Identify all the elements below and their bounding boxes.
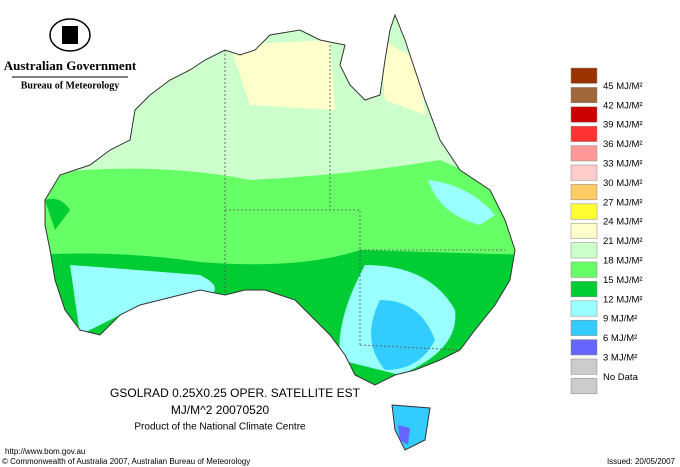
legend-swatch: [570, 203, 598, 220]
legend-swatch: [570, 261, 598, 278]
legend-label: 6 MJ/M²: [603, 333, 637, 344]
legend-label: 18 MJ/M²: [603, 256, 643, 267]
legend-swatch: [570, 300, 598, 317]
legend-label: 24 MJ/M²: [603, 217, 643, 228]
legend-swatch: [570, 378, 598, 395]
legend-swatch: [570, 67, 598, 84]
legend-swatch: [570, 145, 598, 162]
legend-swatch: [570, 358, 598, 375]
legend-swatch: [570, 106, 598, 123]
legend-label: 42 MJ/M²: [603, 100, 643, 111]
legend-swatch: [570, 281, 598, 298]
legend-swatch: [570, 184, 598, 201]
org-title: Australian Government: [4, 58, 137, 73]
legend-label: 33 MJ/M²: [603, 159, 643, 170]
legend-swatch: [570, 125, 598, 142]
footer-issued: Issued: 20/05/2007: [607, 457, 676, 466]
crest: [49, 18, 91, 52]
legend-label: No Data: [603, 372, 639, 383]
legend-swatch: [570, 319, 598, 336]
legend-label: 45 MJ/M²: [603, 81, 643, 92]
legend-label: 39 MJ/M²: [603, 120, 643, 131]
legend-label: 3 MJ/M²: [603, 353, 637, 364]
legend-label: 27 MJ/M²: [603, 197, 643, 208]
legend-label: 21 MJ/M²: [603, 236, 643, 247]
footer-copyright: © Commonwealth of Australia 2007, Austra…: [2, 457, 250, 466]
legend-swatch: [570, 164, 598, 181]
footer-url: http://www.bom.gov.au: [5, 447, 85, 456]
legend-swatch: [570, 87, 598, 104]
org-subtitle: Bureau of Meteorology: [21, 80, 120, 91]
legend-swatch: [570, 242, 598, 259]
legend: 45 MJ/M² 42 MJ/M² 39 MJ/M² 36 MJ/M² 33 MJ/M²…: [570, 67, 643, 395]
legend-swatch: [570, 339, 598, 356]
legend-label: 36 MJ/M²: [603, 139, 643, 150]
legend-swatch: [570, 222, 598, 239]
legend-label: 30 MJ/M²: [603, 178, 643, 189]
map-credit: Product of the National Climate Centre: [134, 422, 306, 433]
legend-label: 12 MJ/M²: [603, 294, 643, 305]
map-title: GSOLRAD 0.25X0.25 OPER. SATELLITE EST: [110, 386, 361, 400]
legend-label: 15 MJ/M²: [603, 275, 643, 286]
map-units-date: MJ/M^2 20070520: [171, 403, 270, 417]
legend-label: 9 MJ/M²: [603, 314, 637, 325]
